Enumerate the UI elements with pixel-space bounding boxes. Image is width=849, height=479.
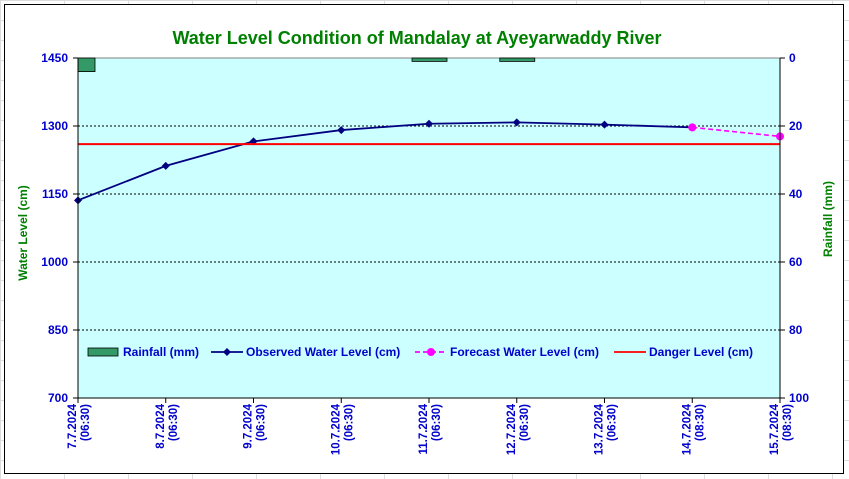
legend-marker bbox=[223, 348, 231, 356]
legend-swatch-rainfall bbox=[87, 347, 119, 357]
legend-label: Danger Level (cm) bbox=[649, 345, 753, 359]
x-tick-time: (06:30) bbox=[431, 404, 443, 441]
y2-tick-label: 100 bbox=[789, 391, 809, 405]
x-tick-time: (06:30) bbox=[519, 404, 531, 441]
y2-tick-label: 40 bbox=[789, 187, 803, 201]
observed-point bbox=[161, 161, 170, 170]
x-tick-time: (06:30) bbox=[256, 404, 268, 441]
observed-point bbox=[425, 119, 433, 128]
observed-point bbox=[337, 126, 346, 135]
forecast-point bbox=[688, 123, 697, 132]
x-tick-time: (08:30) bbox=[694, 404, 706, 441]
y-axis-title-right: Rainfall (mm) bbox=[821, 181, 835, 257]
x-tick-label: 8.7.2024 bbox=[155, 403, 167, 448]
x-tick-label: 11.7.2024 bbox=[418, 403, 430, 454]
x-tick-label: 15.7.2024 bbox=[769, 403, 781, 455]
x-tick-label: 7.7.2024 bbox=[67, 403, 79, 448]
y-tick-label: 700 bbox=[48, 391, 68, 405]
y-tick-label: 1300 bbox=[41, 119, 68, 133]
y2-tick-label: 20 bbox=[789, 119, 803, 133]
y2-tick-label: 80 bbox=[789, 323, 803, 337]
x-tick-label: 9.7.2024 bbox=[243, 403, 255, 448]
y-axis-title-left: Water Level (cm) bbox=[16, 185, 30, 281]
axes: 1450 1300 1150 1000 850 700 0 20 40 60 80 100 7.7.20… bbox=[41, 51, 809, 455]
x-tick-time: (06:30) bbox=[343, 404, 355, 441]
x-tick-label: 12.7.2024 bbox=[506, 403, 518, 455]
y-tick-label: 850 bbox=[48, 323, 68, 337]
rainfall-bar bbox=[411, 57, 448, 62]
x-tick-label: 13.7.2024 bbox=[594, 403, 606, 455]
x-tick-time: (08:30) bbox=[782, 404, 794, 441]
legend-marker bbox=[427, 348, 435, 356]
rainfall-bar bbox=[77, 57, 96, 72]
y-tick-label: 1000 bbox=[41, 255, 68, 269]
y-tick-label: 1450 bbox=[41, 51, 68, 65]
x-tick-time: (06:30) bbox=[168, 404, 180, 441]
legend: Rainfall (mm) Observed Water Level (cm) Fo… bbox=[87, 345, 753, 359]
rainfall-bar bbox=[499, 57, 536, 62]
rainfall-bars bbox=[77, 57, 536, 72]
y-tick-label: 1150 bbox=[42, 187, 68, 201]
y2-tick-label: 60 bbox=[789, 255, 803, 269]
series-lines bbox=[74, 118, 784, 205]
y2-tick-label: 0 bbox=[789, 51, 796, 65]
observed-line bbox=[77, 121, 693, 202]
forecast-line bbox=[692, 126, 781, 138]
legend-label: Forecast Water Level (cm) bbox=[450, 345, 599, 359]
plot-area bbox=[77, 57, 781, 399]
chart-title: Water Level Condition of Mandalay at Aye… bbox=[172, 28, 661, 48]
x-tick-label: 14.7.2024 bbox=[681, 403, 693, 455]
legend-label: Observed Water Level (cm) bbox=[246, 345, 400, 359]
x-tick-label: 10.7.2024 bbox=[330, 403, 342, 455]
x-tick-time: (06:30) bbox=[80, 404, 92, 441]
observed-point bbox=[600, 120, 609, 129]
x-tick-time: (06:30) bbox=[607, 404, 619, 441]
legend-label: Rainfall (mm) bbox=[123, 345, 199, 359]
observed-point bbox=[512, 118, 521, 127]
